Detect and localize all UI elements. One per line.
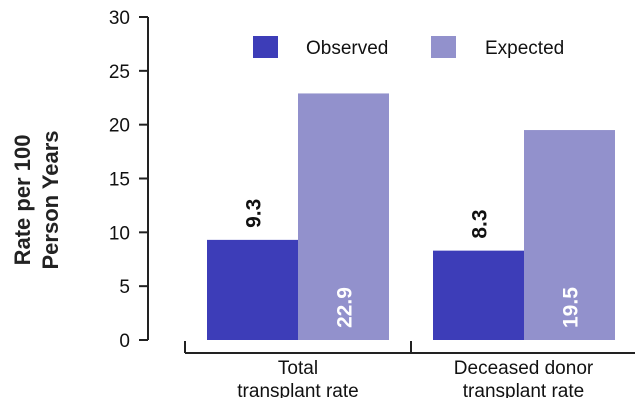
x-category-label: Total bbox=[278, 358, 318, 379]
bar-expected bbox=[298, 93, 389, 341]
y-axis-title: Rate per 100 Person Years bbox=[10, 130, 63, 269]
legend-swatch-expected bbox=[431, 36, 456, 58]
y-axis-title-line-2: Person Years bbox=[38, 130, 63, 269]
legend-label-expected: Expected bbox=[485, 38, 564, 59]
y-tick-label: 0 bbox=[119, 331, 130, 352]
bar-observed bbox=[207, 239, 298, 340]
data-labels: 9.3 8.3 22.9 19.5 bbox=[243, 199, 583, 328]
y-axis-title-line-1: Rate per 100 bbox=[10, 135, 35, 266]
data-label-expected: 22.9 bbox=[334, 287, 357, 328]
x-category-label: Deceased donor bbox=[454, 358, 594, 379]
x-category-label: transplant rate bbox=[237, 381, 358, 398]
y-tick-label: 30 bbox=[109, 8, 130, 29]
data-label-observed: 9.3 bbox=[243, 199, 266, 228]
legend: Observed Expected bbox=[253, 36, 564, 59]
y-tick-label: 20 bbox=[109, 116, 130, 137]
axes: 0 5 10 15 20 25 30 Total transplant rate Deceased… bbox=[109, 8, 635, 398]
y-tick-label: 10 bbox=[109, 223, 130, 244]
legend-label-observed: Observed bbox=[306, 38, 388, 59]
legend-swatch-observed bbox=[253, 36, 278, 58]
bars bbox=[207, 93, 615, 341]
y-tick-label: 15 bbox=[109, 170, 130, 191]
data-label-observed: 8.3 bbox=[469, 209, 492, 238]
data-label-expected: 19.5 bbox=[560, 287, 583, 328]
bar-expected bbox=[524, 130, 615, 340]
bar-observed bbox=[433, 250, 524, 340]
x-category-label: transplant rate bbox=[463, 381, 584, 398]
y-tick-label: 5 bbox=[119, 277, 130, 298]
y-tick-label: 25 bbox=[109, 62, 130, 83]
